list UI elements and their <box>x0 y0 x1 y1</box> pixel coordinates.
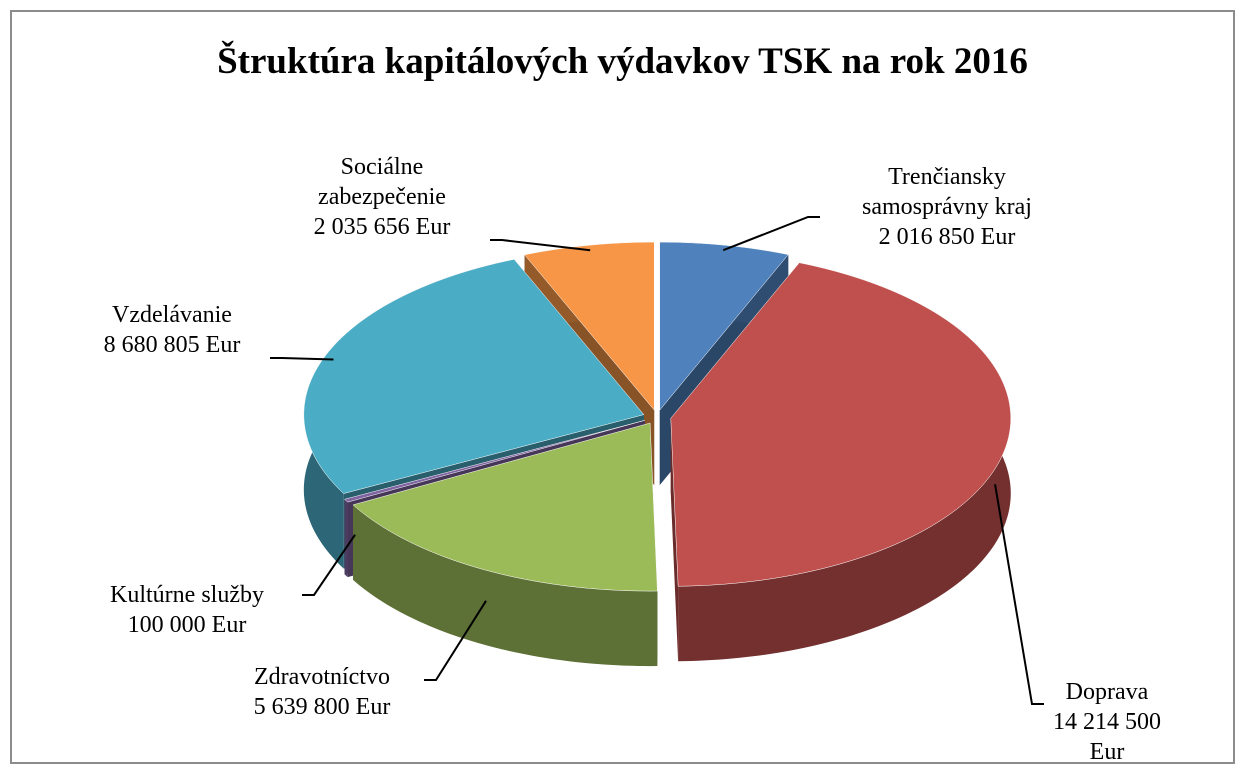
data-label: Vzdelávanie 8 680 805 Eur <box>104 300 241 360</box>
leader-line <box>270 357 334 361</box>
data-label: Trenčiansky samosprávny kraj 2 016 850 Eu… <box>862 162 1032 252</box>
leader-line <box>424 600 487 681</box>
leader-line <box>994 484 1044 705</box>
category-label: Sociálne zabezpečenie <box>318 154 446 210</box>
leader-line <box>302 534 356 596</box>
category-label: Doprava <box>1065 679 1149 705</box>
leader-line <box>490 239 591 252</box>
chart: Štruktúra kapitálových výdavkov TSK na r… <box>10 10 1235 767</box>
category-label: Trenčiansky samosprávny kraj <box>862 164 1032 220</box>
slice-side <box>353 504 658 667</box>
slice <box>524 241 655 411</box>
value-label: 100 000 Eur <box>127 612 247 638</box>
chart-title: Štruktúra kapitálových výdavkov TSK na r… <box>217 41 1028 82</box>
data-label: Kultúrne služby 100 000 Eur <box>110 580 264 640</box>
slice-side <box>344 499 348 578</box>
slice <box>344 420 645 503</box>
data-label: Doprava 14 214 500 Eur <box>1044 677 1170 767</box>
value-label: 5 639 800 Eur <box>253 694 391 720</box>
leader-line <box>722 216 820 252</box>
value-label: 14 214 500 Eur <box>1053 709 1161 765</box>
data-label: Zdravotníctvo 5 639 800 Eur <box>254 662 391 722</box>
value-label: 8 680 805 Eur <box>103 332 241 358</box>
slice <box>303 259 645 494</box>
category-label: Kultúrne služby <box>110 582 264 608</box>
pie-plot <box>270 216 1044 705</box>
slice-wall <box>670 418 679 662</box>
value-label: 2 035 656 Eur <box>313 214 451 240</box>
category-label: Zdravotníctvo <box>254 664 390 690</box>
category-label: Vzdelávanie <box>112 302 232 328</box>
slice <box>670 262 1012 587</box>
value-label: 2 016 850 Eur <box>878 224 1016 250</box>
slice <box>352 422 658 592</box>
data-label: Sociálne zabezpečenie 2 035 656 Eur <box>314 152 451 242</box>
slice <box>659 241 789 411</box>
